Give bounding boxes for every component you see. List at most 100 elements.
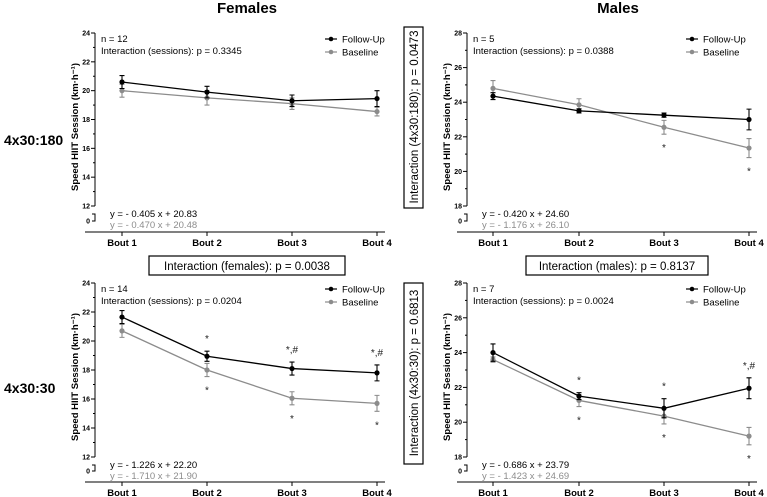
n-label: n = 5	[473, 34, 494, 45]
y-tick-label: 14	[82, 175, 90, 182]
box-males-4x30-180-text: Interaction (4x30:180): p = 0.0473	[409, 31, 421, 204]
x-tick-label: Bout 4	[734, 238, 764, 249]
legend-label: Follow-Up	[703, 35, 746, 46]
y-axis-break	[92, 213, 96, 222]
series-line	[492, 87, 750, 149]
significance-annotation: *	[205, 334, 209, 345]
y-tick-label: 24	[454, 100, 462, 107]
data-point	[289, 98, 295, 104]
data-point	[576, 102, 582, 108]
x-tick-label: Bout 3	[277, 488, 307, 497]
data-point	[204, 353, 210, 359]
y-tick-label: 22	[454, 134, 462, 141]
y-tick-label: 18	[454, 204, 462, 211]
x-tick-label: Bout 3	[649, 488, 679, 497]
data-point	[746, 385, 752, 391]
significance-annotation: *,#	[371, 348, 384, 359]
x-tick-label: Bout 1	[107, 238, 137, 249]
significance-annotation: *	[290, 414, 294, 425]
y-tick-label: 24	[82, 31, 90, 38]
legend-label: Baseline	[342, 48, 378, 59]
y-tick-label: 20	[82, 339, 90, 346]
series-line	[121, 330, 378, 404]
y-tick-label: 0	[86, 219, 90, 226]
y-tick-label: 26	[454, 315, 462, 322]
x-tick-label: Bout 1	[478, 238, 508, 249]
series-line	[121, 90, 378, 113]
data-point	[119, 328, 125, 334]
regression-equation: y = - 0.420 x + 24.60	[482, 209, 569, 220]
box-males-4x30-180: Interaction (4x30:180): p = 0.0473	[403, 26, 424, 209]
y-axis-break	[464, 464, 468, 472]
significance-annotation: *	[662, 433, 666, 444]
y-tick-label: 18	[82, 117, 90, 124]
n-label: n = 7	[473, 284, 494, 295]
significance-annotation: *	[375, 420, 379, 431]
series-line	[492, 95, 750, 121]
data-point	[490, 93, 496, 99]
series-baseline: * * * y = - 1.423 x + 24.69	[482, 356, 752, 482]
column-title-females: Females	[217, 0, 277, 17]
row-label-4x30-180: 4x30:180	[4, 132, 63, 148]
interaction-label: Interaction (sessions): p = 0.0204	[101, 296, 242, 307]
significance-annotation: *	[577, 376, 581, 387]
legend-marker	[689, 286, 695, 292]
data-point	[119, 88, 125, 94]
significance-annotation: *	[662, 382, 666, 393]
data-point	[289, 395, 295, 401]
y-tick-label: 28	[454, 31, 462, 38]
data-point	[576, 393, 582, 399]
y-tick-label: 16	[82, 397, 90, 404]
significance-annotation: *	[747, 454, 751, 465]
legend-marker	[689, 36, 695, 42]
y-axis-break	[92, 464, 96, 472]
data-point	[374, 400, 380, 406]
y-tick-label: 16	[82, 146, 90, 153]
y-tick-label: 0	[458, 219, 462, 226]
regression-equation: y = - 1.423 x + 24.69	[482, 471, 569, 482]
y-axis-label: Speed HIIT Session (km·h⁻¹)	[70, 63, 81, 191]
x-tick-label: Bout 4	[362, 238, 392, 249]
legend-marker	[328, 36, 334, 42]
data-point	[289, 365, 295, 372]
legend-label: Baseline	[703, 298, 739, 309]
data-point	[374, 95, 380, 102]
row-label-4x30-30: 4x30:30	[4, 380, 56, 396]
y-tick-label: 24	[454, 350, 462, 357]
x-tick-label: Bout 1	[478, 488, 508, 497]
y-tick-label: 24	[82, 281, 90, 288]
data-point	[490, 350, 496, 356]
x-tick-label: Bout 3	[277, 238, 307, 249]
significance-annotation: *,#	[286, 345, 299, 356]
data-point	[374, 370, 380, 376]
legend-marker	[689, 49, 695, 55]
panel-2: 18 20 22 24 26 28 0 Speed HIIT Session (km·h⁻¹)…	[442, 31, 764, 250]
y-tick-label: 22	[82, 59, 90, 66]
data-point	[490, 85, 496, 91]
significance-annotation: *	[205, 386, 209, 397]
series-follow-up: * * *,# y = - 0.686 x + 23.79	[482, 343, 756, 471]
box-males: Interaction (males): p = 0.8137	[525, 255, 709, 276]
legend-label: Baseline	[703, 48, 739, 59]
data-point	[204, 89, 210, 95]
regression-equation: y = - 0.470 x + 20.48	[110, 220, 197, 231]
data-point	[746, 145, 752, 151]
y-tick-label: 26	[454, 65, 462, 72]
x-tick-label: Bout 4	[362, 488, 392, 497]
regression-equation: y = - 1.226 x + 22.20	[110, 460, 197, 471]
y-tick-label: 0	[458, 469, 462, 476]
x-tick-label: Bout 3	[649, 238, 679, 249]
legend-marker	[328, 49, 334, 55]
data-point	[119, 314, 125, 320]
y-tick-label: 18	[454, 455, 462, 462]
legend-marker	[689, 299, 695, 305]
x-tick-label: Bout 2	[192, 238, 222, 249]
box-males-text: Interaction (males): p = 0.8137	[539, 261, 695, 273]
box-males-4x30-30: Interaction (4x30:30): p = 0.6813	[403, 282, 424, 465]
interaction-label: Interaction (sessions): p = 0.0024	[473, 296, 614, 307]
regression-equation: y = - 1.710 x + 21.90	[110, 471, 197, 482]
y-tick-label: 18	[82, 368, 90, 375]
data-point	[374, 108, 380, 115]
legend-label: Follow-Up	[342, 285, 385, 296]
legend-marker	[328, 299, 334, 305]
